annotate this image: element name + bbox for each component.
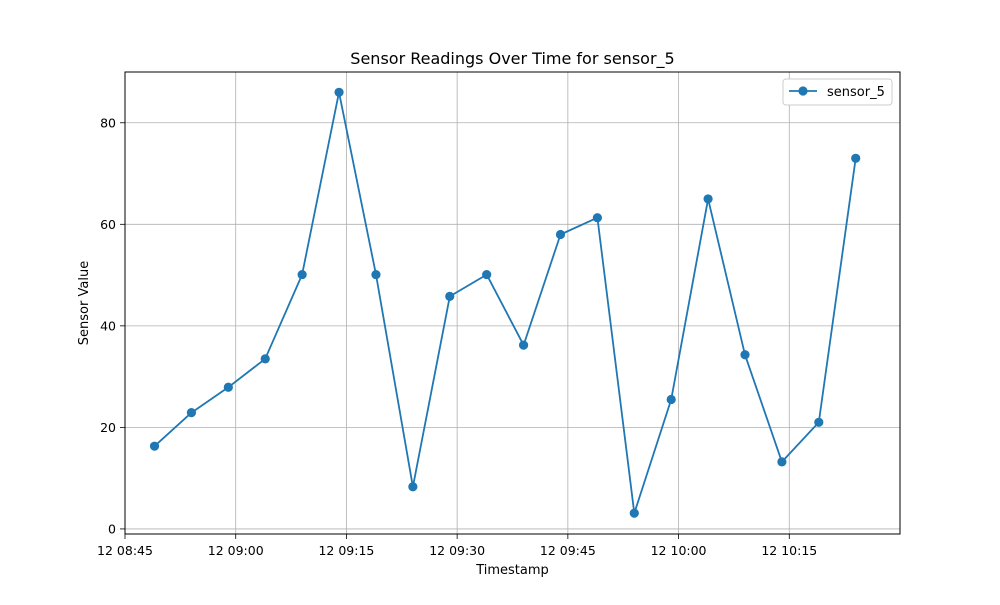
ticks-layer: 12 08:45 12 09:00 12 09:15 12 09:30 12 09:45… — [97, 115, 817, 558]
x-tick-label: 12 09:45 — [540, 543, 596, 558]
data-point — [223, 382, 233, 392]
y-axis-label: Sensor Value — [77, 261, 92, 345]
data-point — [666, 394, 676, 405]
data-point — [740, 350, 750, 360]
data-point — [703, 194, 713, 204]
legend-label: sensor_5 — [827, 85, 885, 100]
data-point — [814, 417, 824, 427]
y-tick-label: 20 — [100, 420, 116, 435]
data-point — [408, 482, 418, 492]
y-tick-label: 0 — [108, 521, 116, 536]
data-point — [592, 213, 602, 223]
data-point — [777, 457, 787, 467]
legend-marker — [798, 86, 808, 96]
x-tick-label: 12 08:45 — [97, 543, 153, 558]
data-point — [149, 441, 160, 451]
data-point — [518, 340, 529, 350]
y-tick-label: 60 — [100, 217, 116, 232]
x-tick-label: 12 09:15 — [318, 543, 374, 558]
data-point — [555, 229, 566, 240]
plot-frame — [124, 71, 901, 535]
x-tick-label: 12 09:30 — [429, 543, 485, 558]
data-point — [186, 408, 197, 418]
grid-layer — [124, 72, 900, 534]
data-point — [297, 269, 307, 280]
y-tick-label: 80 — [100, 115, 116, 130]
data-point — [482, 269, 492, 280]
x-tick-label: 12 09:00 — [208, 543, 264, 558]
data-point — [629, 508, 639, 518]
series-layer — [149, 87, 861, 518]
series-line-sensor_5 — [153, 91, 857, 515]
legend: sensor_5 — [782, 78, 893, 106]
data-point — [445, 291, 455, 301]
chart-title: Sensor Readings Over Time for sensor_5 — [350, 49, 674, 69]
x-tick-label: 12 10:00 — [651, 543, 707, 558]
data-point — [260, 354, 270, 364]
x-axis-label: Timestamp — [475, 563, 549, 578]
data-point — [334, 87, 344, 97]
data-point — [371, 269, 381, 280]
x-tick-label: 12 10:15 — [761, 543, 817, 558]
y-tick-label: 40 — [100, 318, 116, 333]
data-point — [851, 153, 861, 163]
legend-box — [782, 78, 893, 106]
